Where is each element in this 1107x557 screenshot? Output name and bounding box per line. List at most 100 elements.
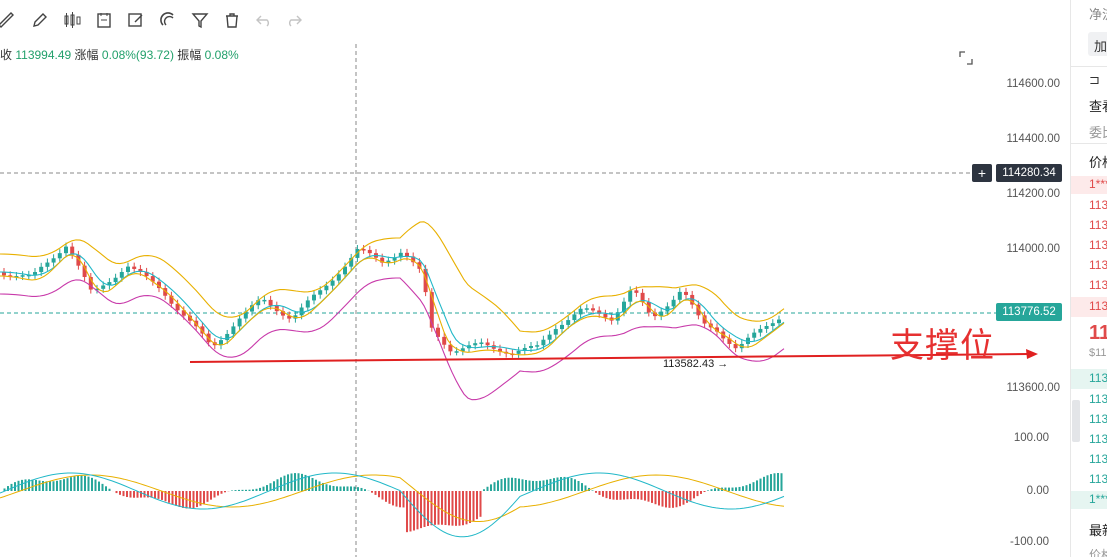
macd-tick: 0.00 — [1026, 485, 1049, 497]
macd-histogram-bar — [700, 491, 702, 494]
candle — [126, 266, 130, 272]
bid-row[interactable]: 113 — [1089, 452, 1107, 466]
ask-row[interactable]: 113 — [1089, 278, 1107, 292]
macd-histogram-bar — [738, 486, 741, 491]
macd-histogram-bar — [252, 489, 254, 491]
macd-histogram-bar — [539, 480, 541, 491]
redo-icon[interactable] — [284, 10, 304, 30]
bid-row[interactable]: 113 — [1089, 392, 1107, 406]
drawing-toolbar — [0, 0, 1070, 40]
macd-histogram-bar — [266, 485, 268, 491]
bid-row[interactable]: 113 — [1089, 472, 1107, 486]
ask-row[interactable]: 113 — [1089, 258, 1107, 272]
macd-histogram-bar — [28, 479, 30, 491]
macd-histogram-bar — [157, 491, 160, 499]
candle — [665, 306, 670, 312]
add-button[interactable]: 加 — [1088, 32, 1107, 56]
candle — [281, 311, 285, 316]
candle — [547, 334, 552, 340]
candle — [250, 305, 254, 312]
candle — [169, 295, 174, 304]
macd-histogram-bar — [504, 478, 506, 491]
candle — [101, 285, 106, 289]
macd-histogram-bar — [528, 480, 531, 491]
macd-histogram-bar — [164, 491, 167, 502]
candle — [473, 343, 478, 346]
macd-histogram-bar — [38, 480, 41, 491]
ask-row[interactable]: 113 — [1089, 218, 1107, 232]
macd-histogram-bar — [507, 477, 510, 491]
candlestick-icon[interactable] — [62, 10, 82, 30]
add-alert-icon[interactable]: + — [972, 164, 992, 182]
candle — [398, 252, 403, 258]
pencil-icon[interactable] — [30, 10, 50, 30]
macd-histogram-bar — [728, 487, 730, 491]
macd-histogram-bar — [672, 491, 674, 508]
macd-histogram-bar — [514, 478, 517, 491]
macd-histogram-bar — [584, 485, 587, 491]
candlestick-chart[interactable] — [0, 0, 1070, 557]
candle — [659, 311, 664, 317]
candle — [423, 268, 428, 293]
candle — [330, 280, 335, 286]
macd-histogram-bar — [70, 477, 72, 491]
macd-histogram-bar — [136, 491, 139, 498]
macd-histogram-bar — [402, 491, 405, 508]
macd-histogram-bar — [710, 489, 713, 491]
candle — [485, 342, 490, 346]
ruler-icon[interactable] — [0, 10, 16, 30]
macd-histogram-bar — [479, 491, 482, 517]
candle — [498, 348, 502, 352]
candle — [256, 300, 261, 306]
macd-histogram-bar — [297, 473, 300, 491]
candle — [696, 304, 701, 316]
ask-row[interactable]: 113 — [1089, 238, 1107, 252]
macd-histogram-bar — [556, 477, 559, 491]
bid-row[interactable]: 113 — [1089, 371, 1107, 385]
macd-histogram-bar — [374, 491, 377, 495]
candle — [132, 266, 137, 269]
macd-histogram-bar — [311, 477, 314, 491]
undo-icon[interactable] — [254, 10, 274, 30]
trash-icon[interactable] — [222, 10, 242, 30]
ask-row[interactable]: 113 — [1089, 299, 1107, 313]
bid-highlight — [1071, 369, 1107, 389]
candle — [615, 312, 620, 321]
macd-histogram-bar — [619, 491, 622, 500]
macd-histogram-bar — [10, 483, 13, 491]
macd-histogram-bar — [203, 491, 205, 504]
link-icon[interactable]: ⊐ — [1089, 72, 1100, 87]
edit-icon[interactable] — [126, 10, 146, 30]
fullscreen-icon[interactable] — [957, 49, 975, 67]
macd-histogram-bar — [199, 491, 202, 506]
panel-collapse-handle[interactable] — [1072, 400, 1080, 442]
macd-histogram-bar — [189, 491, 191, 509]
bid-row[interactable]: 113 — [1089, 432, 1107, 446]
filter-icon[interactable] — [190, 10, 210, 30]
magnet-icon[interactable] — [158, 10, 178, 30]
macd-histogram-bar — [630, 491, 632, 500]
macd-histogram-bar — [210, 491, 212, 500]
macd-histogram-bar — [644, 491, 646, 501]
macd-histogram-bar — [521, 479, 524, 491]
candle — [671, 299, 676, 307]
candle — [82, 265, 87, 277]
bid-highlight — [1071, 491, 1107, 509]
ask-row[interactable]: 113 — [1089, 198, 1107, 212]
min-price-marker: 113582.43 → — [663, 358, 728, 370]
macd-histogram-bar — [472, 491, 475, 522]
view-label[interactable]: 查看 — [1089, 99, 1107, 114]
close-label: 收 — [0, 48, 13, 62]
macd-histogram-bar — [91, 477, 93, 491]
macd-histogram-bar — [122, 491, 125, 497]
current-price-label: 113776.52 — [996, 303, 1062, 321]
candle — [454, 351, 459, 353]
notes-icon[interactable] — [94, 10, 114, 30]
candle — [262, 299, 267, 302]
candle — [88, 276, 93, 290]
macd-histogram-bar — [262, 486, 265, 491]
macd-histogram-bar — [178, 491, 181, 507]
candle — [361, 249, 366, 251]
bid-row[interactable]: 113 — [1089, 412, 1107, 426]
macd-histogram-bar — [535, 481, 538, 491]
